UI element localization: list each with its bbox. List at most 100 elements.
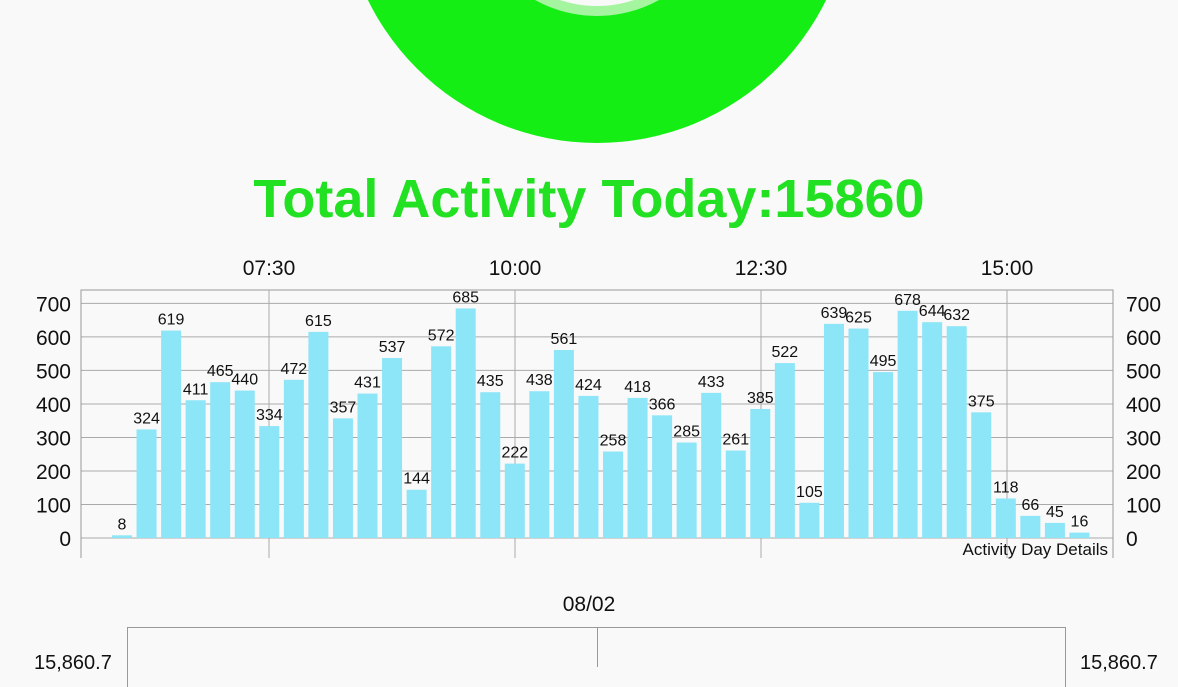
bar-value-label: 261 bbox=[722, 432, 749, 449]
activity-ring-highlight bbox=[535, 0, 659, 16]
bar bbox=[922, 322, 943, 538]
bar-value-label: 418 bbox=[624, 379, 651, 396]
bar-value-label: 285 bbox=[673, 423, 700, 440]
bar-value-label: 118 bbox=[993, 479, 1019, 496]
bar bbox=[995, 498, 1016, 538]
bar-value-label: 357 bbox=[330, 399, 357, 416]
bar bbox=[136, 429, 157, 538]
bar-value-label: 537 bbox=[379, 339, 406, 356]
y-tick-label-left: 700 bbox=[36, 293, 71, 316]
bar-value-label: 625 bbox=[845, 310, 872, 327]
bar-value-label: 8 bbox=[118, 516, 127, 533]
bar-value-label: 433 bbox=[698, 374, 725, 391]
y-tick-label-right: 400 bbox=[1126, 394, 1161, 417]
bar bbox=[676, 442, 697, 538]
y-tick-label-right: 0 bbox=[1126, 528, 1138, 551]
bar bbox=[971, 412, 992, 538]
total-activity-title: Total Activity Today:15860 bbox=[253, 169, 925, 229]
bar bbox=[946, 326, 967, 538]
bar bbox=[185, 400, 206, 538]
chart-axes: 0 0 100 100 200 200 300 300 400 400 500 500 600 600 70… bbox=[36, 257, 1161, 551]
bar bbox=[1069, 532, 1090, 538]
bar-value-label: 375 bbox=[968, 393, 995, 410]
bar-value-label: 435 bbox=[477, 373, 504, 390]
bar bbox=[112, 535, 132, 538]
bar bbox=[799, 502, 820, 538]
bar bbox=[283, 379, 304, 538]
bar bbox=[332, 418, 353, 538]
bar-value-label: 144 bbox=[403, 471, 430, 488]
bar-value-label: 438 bbox=[526, 372, 553, 389]
bar-value-label: 678 bbox=[894, 292, 921, 309]
bar bbox=[823, 323, 844, 538]
y-tick-label-right: 300 bbox=[1126, 427, 1161, 450]
x-tick-label: 12:30 bbox=[735, 257, 788, 280]
bar-value-label: 639 bbox=[821, 305, 848, 322]
y-tick-label-right: 700 bbox=[1126, 293, 1161, 316]
x-tick-label: 07:30 bbox=[243, 257, 296, 280]
bottom-left-axis-value: 15,860.7 bbox=[34, 652, 112, 674]
activity-ring-outer bbox=[367, 0, 827, 143]
bar-value-label: 334 bbox=[256, 407, 283, 424]
y-tick-label-right: 600 bbox=[1126, 327, 1161, 350]
y-tick-label-left: 200 bbox=[36, 461, 71, 484]
bar-value-label: 522 bbox=[771, 344, 798, 361]
bar bbox=[774, 363, 795, 538]
y-tick-label-right: 500 bbox=[1126, 360, 1161, 383]
bar bbox=[897, 310, 918, 538]
bar bbox=[308, 331, 329, 538]
bar-value-label: 411 bbox=[183, 381, 209, 398]
bar-value-label: 472 bbox=[280, 361, 307, 378]
activity-ring bbox=[367, 0, 827, 143]
bar bbox=[848, 328, 869, 538]
bar bbox=[431, 346, 452, 538]
bar-value-label: 105 bbox=[796, 484, 823, 501]
bar bbox=[259, 426, 280, 538]
bar bbox=[627, 397, 648, 538]
activity-ring-center bbox=[559, 0, 635, 6]
bar-value-label: 619 bbox=[158, 312, 185, 329]
bar bbox=[234, 390, 255, 538]
bar bbox=[455, 308, 476, 538]
bar bbox=[161, 330, 182, 538]
bar-value-label: 632 bbox=[943, 307, 970, 324]
bar-value-label: 440 bbox=[231, 372, 258, 389]
bar-value-label: 45 bbox=[1046, 504, 1064, 521]
y-tick-label-left: 0 bbox=[59, 528, 71, 551]
bar bbox=[357, 393, 378, 538]
bar-value-label: 16 bbox=[1071, 514, 1089, 531]
bar-value-label: 644 bbox=[919, 303, 946, 320]
bar-value-label: 385 bbox=[747, 390, 774, 407]
bar bbox=[406, 489, 427, 538]
bar bbox=[750, 408, 771, 538]
bar-value-label: 495 bbox=[870, 353, 897, 370]
bar-value-label: 685 bbox=[452, 289, 479, 306]
bar-value-label: 222 bbox=[501, 445, 528, 462]
y-tick-label-left: 500 bbox=[36, 360, 71, 383]
bar bbox=[529, 391, 550, 538]
bar bbox=[504, 463, 525, 538]
y-tick-label-right: 100 bbox=[1126, 494, 1161, 517]
y-tick-label-left: 400 bbox=[36, 394, 71, 417]
bar-value-label: 615 bbox=[305, 313, 332, 330]
bar bbox=[603, 451, 623, 538]
y-tick-label-left: 600 bbox=[36, 327, 71, 350]
bar bbox=[652, 415, 673, 538]
bar-value-label: 66 bbox=[1021, 497, 1039, 514]
y-tick-label-left: 300 bbox=[36, 427, 71, 450]
bottom-chart-frame bbox=[127, 627, 1066, 687]
bar-value-label: 431 bbox=[354, 375, 381, 392]
bar bbox=[725, 450, 746, 538]
bar-value-label: 366 bbox=[649, 396, 676, 413]
bottom-right-axis-value: 15,860.7 bbox=[1080, 652, 1158, 674]
chart-bars bbox=[112, 308, 1090, 538]
bar bbox=[701, 392, 722, 538]
bottom-chart-divider bbox=[597, 627, 598, 667]
bar bbox=[210, 382, 231, 538]
x-tick-label: 15:00 bbox=[981, 257, 1034, 280]
bar bbox=[578, 395, 599, 538]
bar bbox=[873, 372, 894, 538]
bottom-chart-date: 08/02 bbox=[562, 593, 616, 616]
bar bbox=[1020, 515, 1041, 538]
